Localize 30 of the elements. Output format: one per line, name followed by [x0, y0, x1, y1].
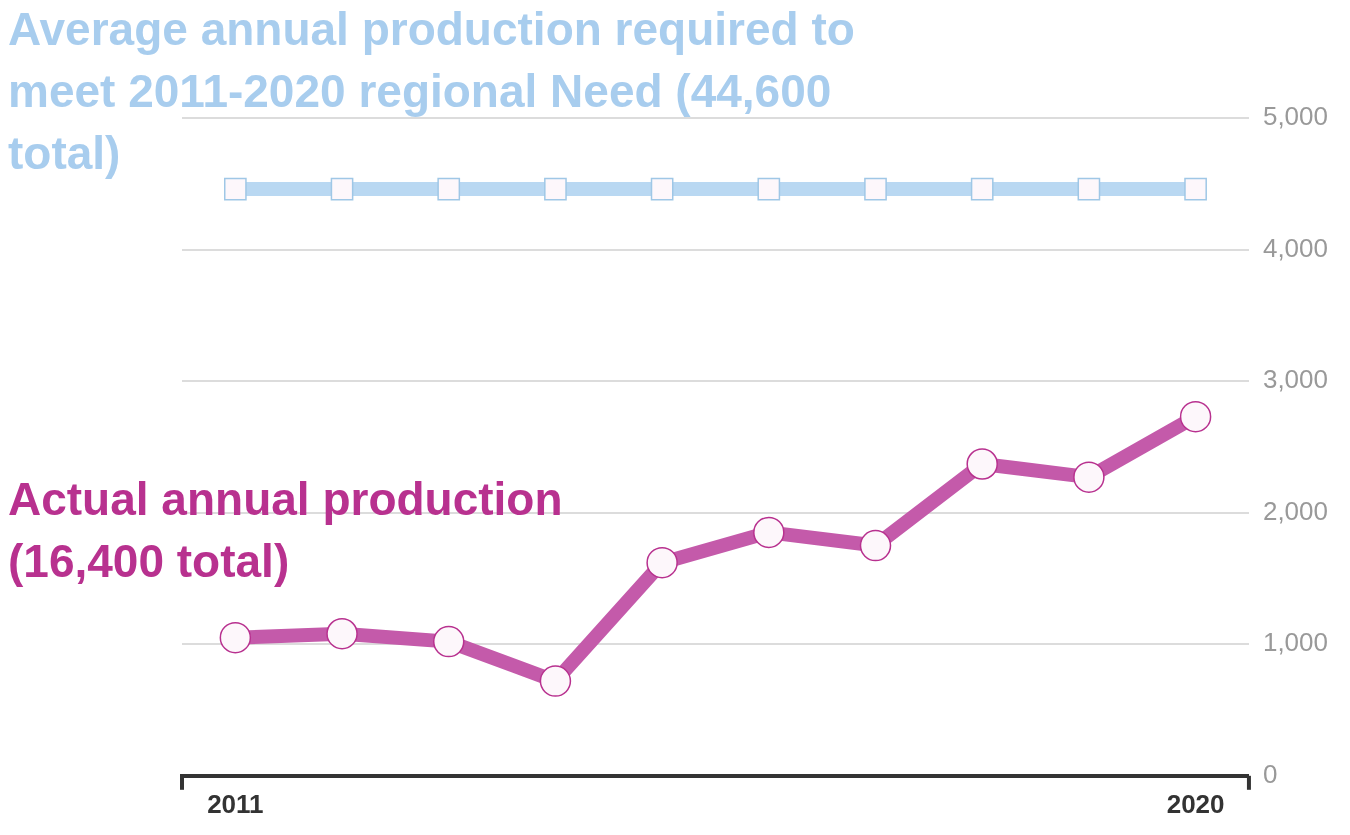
point — [326, 617, 358, 650]
point — [1184, 177, 1207, 201]
point — [437, 177, 461, 201]
y-tick-label: 3,000 — [1262, 364, 1329, 395]
point — [859, 529, 892, 562]
y-tick-label: 1,000 — [1262, 627, 1329, 658]
point — [757, 177, 781, 201]
point — [970, 177, 994, 201]
y-tick-label: 2,000 — [1262, 495, 1329, 526]
point — [330, 177, 354, 201]
point — [539, 665, 572, 697]
point — [966, 448, 998, 480]
point — [1179, 400, 1212, 433]
point — [864, 177, 887, 201]
point — [544, 177, 567, 201]
point — [646, 546, 678, 579]
series-label: Actual annual production (16,400 total) — [8, 472, 564, 589]
y-tick-label: 5,000 — [1262, 101, 1329, 132]
point — [1077, 177, 1101, 201]
point — [223, 177, 247, 201]
point — [1073, 461, 1105, 493]
point — [753, 516, 785, 549]
point — [432, 625, 465, 658]
y-tick-label: 0 — [1262, 758, 1278, 789]
series-label: Average annual production required to meet 2011-2020 regional Need (44,600 total) — [8, 2, 856, 181]
point — [650, 177, 674, 201]
x-tick-label: 2020 — [1166, 788, 1225, 819]
x-tick-label: 2011 — [207, 788, 264, 819]
y-tick-label: 4,000 — [1262, 232, 1329, 263]
point — [219, 621, 252, 654]
